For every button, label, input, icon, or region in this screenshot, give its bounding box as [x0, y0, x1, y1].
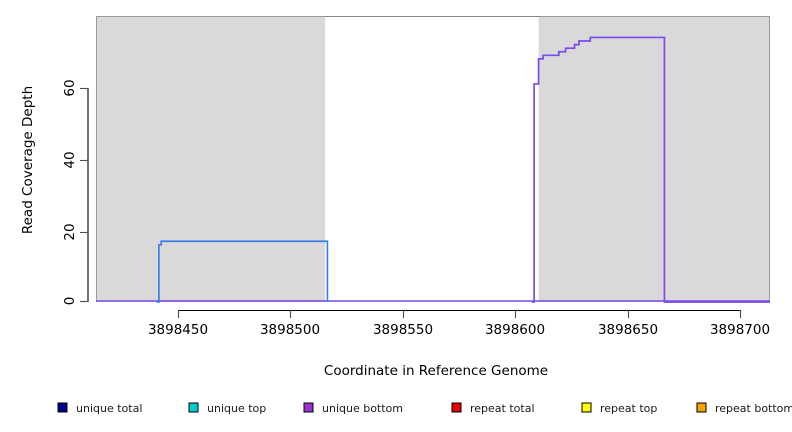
- trace-unique-right-peak: [531, 36, 770, 303]
- trace-unique-left-block: [156, 240, 329, 303]
- x-axis: 3898450 3898500 3898550 3898600 3898650 …: [148, 309, 770, 379]
- y-axis: 60 40 20 0 Read Coverage Depth: [20, 79, 89, 306]
- shaded-region-right: [538, 16, 770, 302]
- y-tick-label-60: 60: [62, 79, 78, 96]
- x-tick-label-3898550: 3898550: [373, 322, 433, 338]
- x-tick-label-3898500: 3898500: [260, 322, 320, 338]
- legend-label-repeat-total: repeat total: [470, 402, 535, 415]
- legend-swatch-unique-bottom: [303, 402, 314, 413]
- x-tick-label-3898650: 3898650: [598, 322, 658, 338]
- legend-label-unique-bottom: unique bottom: [322, 402, 403, 415]
- legend-swatch-unique-top: [188, 402, 199, 413]
- y-axis-title: Read Coverage Depth: [20, 86, 36, 234]
- x-tick-label-3898700: 3898700: [710, 322, 770, 338]
- legend-label-repeat-bottom: repeat bottom: [715, 402, 792, 415]
- y-tick-label-0: 0: [62, 297, 78, 306]
- shaded-regions: [96, 16, 770, 302]
- legend-swatch-repeat-total: [451, 402, 462, 413]
- x-axis-title: Coordinate in Reference Genome: [324, 363, 548, 379]
- y-tick-label-40: 40: [62, 151, 78, 168]
- data-traces: [96, 36, 770, 303]
- legend-label-unique-top: unique top: [207, 402, 266, 415]
- legend-swatch-repeat-top: [581, 402, 592, 413]
- legend-label-unique-total: unique total: [76, 402, 142, 415]
- shaded-region-left: [96, 16, 326, 302]
- x-tick-label-3898450: 3898450: [148, 322, 208, 338]
- legend-label-repeat-top: repeat top: [600, 402, 657, 415]
- legend-swatch-repeat-bottom: [696, 402, 707, 413]
- y-tick-label-20: 20: [62, 223, 78, 240]
- legend: unique total unique top unique bottom re…: [57, 402, 792, 415]
- legend-swatch-unique-total: [57, 402, 68, 413]
- x-tick-label-3898600: 3898600: [485, 322, 545, 338]
